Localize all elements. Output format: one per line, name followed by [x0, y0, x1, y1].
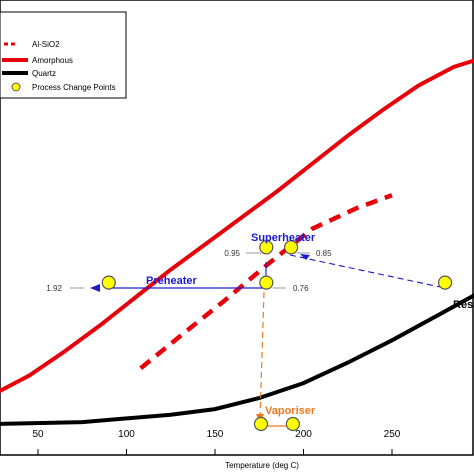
- process-change-points: [101, 240, 453, 432]
- value-label-0-76: 0.76: [293, 284, 309, 293]
- x-tick-label-150: 150: [207, 429, 224, 440]
- legend-label-amorphous: Amorphous: [32, 56, 73, 65]
- process-point-2: [259, 240, 274, 255]
- legend-label-al-sio2: Al-SiO2: [32, 40, 60, 49]
- legend-label-process-change-points: Process Change Points: [32, 83, 116, 92]
- value-label-0-95: 0.95: [224, 249, 240, 258]
- process-point-3: [284, 240, 299, 255]
- x-axis: 50 100 150 200 250: [32, 429, 401, 455]
- legend-box: [0, 11, 127, 99]
- value-label-0-85: 0.85: [316, 249, 332, 258]
- series-line-al-sio2: [139, 193, 393, 370]
- series-line-amorphous: [0, 58, 474, 394]
- process-point-0: [101, 275, 116, 290]
- legend: Al-SiO2 Amorphous Quartz Process Change …: [0, 11, 127, 99]
- preheater-arrowhead: [90, 284, 100, 292]
- reservoir-arrowhead: [300, 254, 310, 260]
- annotation-vaporiser: Vaporiser: [265, 405, 316, 417]
- x-tick-label-200: 200: [295, 429, 312, 440]
- x-tick-label-250: 250: [384, 429, 401, 440]
- x-tick-label-50: 50: [32, 429, 44, 440]
- process-point-1: [259, 275, 274, 290]
- plot-frame: [0, 0, 474, 456]
- vaporiser-connector-line: [259, 291, 265, 419]
- series-line-quartz: [0, 293, 474, 426]
- process-point-5: [253, 416, 269, 432]
- annotation-preheater: Preheater: [146, 275, 197, 287]
- value-label-1-92: 1.92: [46, 284, 62, 293]
- process-point-4: [438, 275, 453, 290]
- legend-swatch-process-change-points: [11, 82, 21, 92]
- reservoir-connector-line: [289, 254, 446, 289]
- x-tick-label-100: 100: [118, 429, 135, 440]
- annotation-superheater: Superheater: [251, 232, 316, 244]
- process-point-6: [285, 416, 300, 432]
- x-axis-title: Temperature (deg C): [225, 461, 299, 470]
- legend-label-quartz: Quartz: [32, 69, 56, 78]
- annotation-reservoir: Res: [453, 299, 473, 311]
